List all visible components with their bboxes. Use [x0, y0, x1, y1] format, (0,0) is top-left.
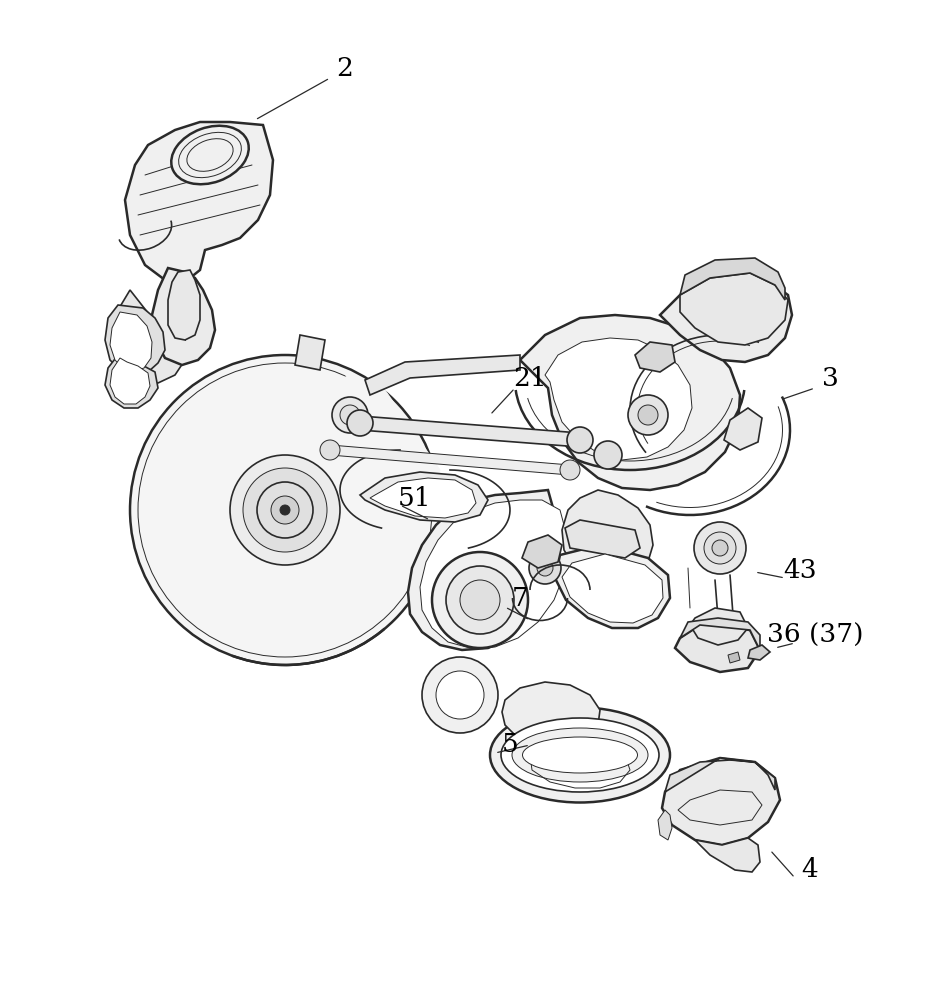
Circle shape [560, 460, 580, 480]
Polygon shape [657, 810, 671, 840]
Polygon shape [419, 500, 567, 648]
Ellipse shape [171, 126, 248, 184]
Circle shape [331, 397, 367, 433]
Text: 36 (37): 36 (37) [766, 622, 862, 648]
Text: 7: 7 [511, 585, 528, 610]
Polygon shape [521, 535, 562, 568]
Polygon shape [748, 645, 769, 660]
Polygon shape [359, 416, 580, 447]
Circle shape [703, 532, 735, 564]
Text: 43: 43 [783, 558, 816, 582]
Circle shape [279, 505, 290, 515]
Ellipse shape [500, 718, 658, 792]
Circle shape [130, 355, 440, 665]
Text: 2: 2 [336, 56, 353, 81]
Ellipse shape [522, 737, 637, 773]
Text: 51: 51 [397, 486, 431, 510]
Ellipse shape [490, 708, 669, 802]
Polygon shape [665, 758, 774, 792]
Polygon shape [110, 358, 150, 404]
Circle shape [594, 441, 621, 469]
Circle shape [257, 482, 312, 538]
Circle shape [637, 405, 657, 425]
Polygon shape [501, 682, 599, 745]
Polygon shape [689, 608, 748, 645]
Polygon shape [634, 342, 674, 372]
Circle shape [243, 468, 327, 552]
Polygon shape [152, 268, 215, 365]
Polygon shape [680, 273, 787, 345]
Polygon shape [662, 758, 779, 845]
Polygon shape [360, 472, 487, 522]
Circle shape [446, 566, 514, 634]
Circle shape [566, 427, 593, 453]
Circle shape [529, 552, 561, 584]
Circle shape [340, 405, 360, 425]
Polygon shape [723, 408, 761, 450]
Polygon shape [364, 355, 519, 395]
Polygon shape [125, 122, 273, 282]
Polygon shape [680, 618, 759, 650]
Circle shape [693, 522, 745, 574]
Circle shape [431, 552, 528, 648]
Circle shape [422, 657, 497, 733]
Circle shape [460, 580, 499, 620]
Polygon shape [727, 652, 739, 663]
Polygon shape [115, 290, 185, 383]
Polygon shape [545, 338, 691, 460]
Circle shape [711, 540, 727, 556]
Text: 4: 4 [801, 857, 818, 882]
Circle shape [320, 440, 340, 460]
Circle shape [435, 671, 483, 719]
Polygon shape [565, 520, 639, 558]
Circle shape [346, 410, 373, 436]
Polygon shape [408, 490, 557, 650]
Polygon shape [694, 838, 759, 872]
Polygon shape [329, 445, 570, 475]
Text: 5: 5 [501, 732, 518, 758]
Polygon shape [105, 305, 165, 375]
Circle shape [229, 455, 340, 565]
Polygon shape [105, 355, 158, 408]
Ellipse shape [512, 728, 648, 782]
Circle shape [271, 496, 298, 524]
Polygon shape [659, 275, 791, 362]
Circle shape [536, 560, 552, 576]
Text: 21: 21 [513, 365, 547, 390]
Text: 3: 3 [820, 365, 837, 390]
Polygon shape [110, 312, 152, 371]
Polygon shape [519, 315, 739, 490]
Polygon shape [370, 478, 476, 518]
Polygon shape [345, 370, 440, 505]
Polygon shape [562, 554, 663, 623]
Circle shape [628, 395, 667, 435]
Polygon shape [680, 258, 784, 300]
Polygon shape [554, 545, 669, 628]
Polygon shape [295, 335, 325, 370]
Polygon shape [562, 490, 652, 583]
Polygon shape [674, 625, 759, 672]
Polygon shape [168, 270, 200, 340]
